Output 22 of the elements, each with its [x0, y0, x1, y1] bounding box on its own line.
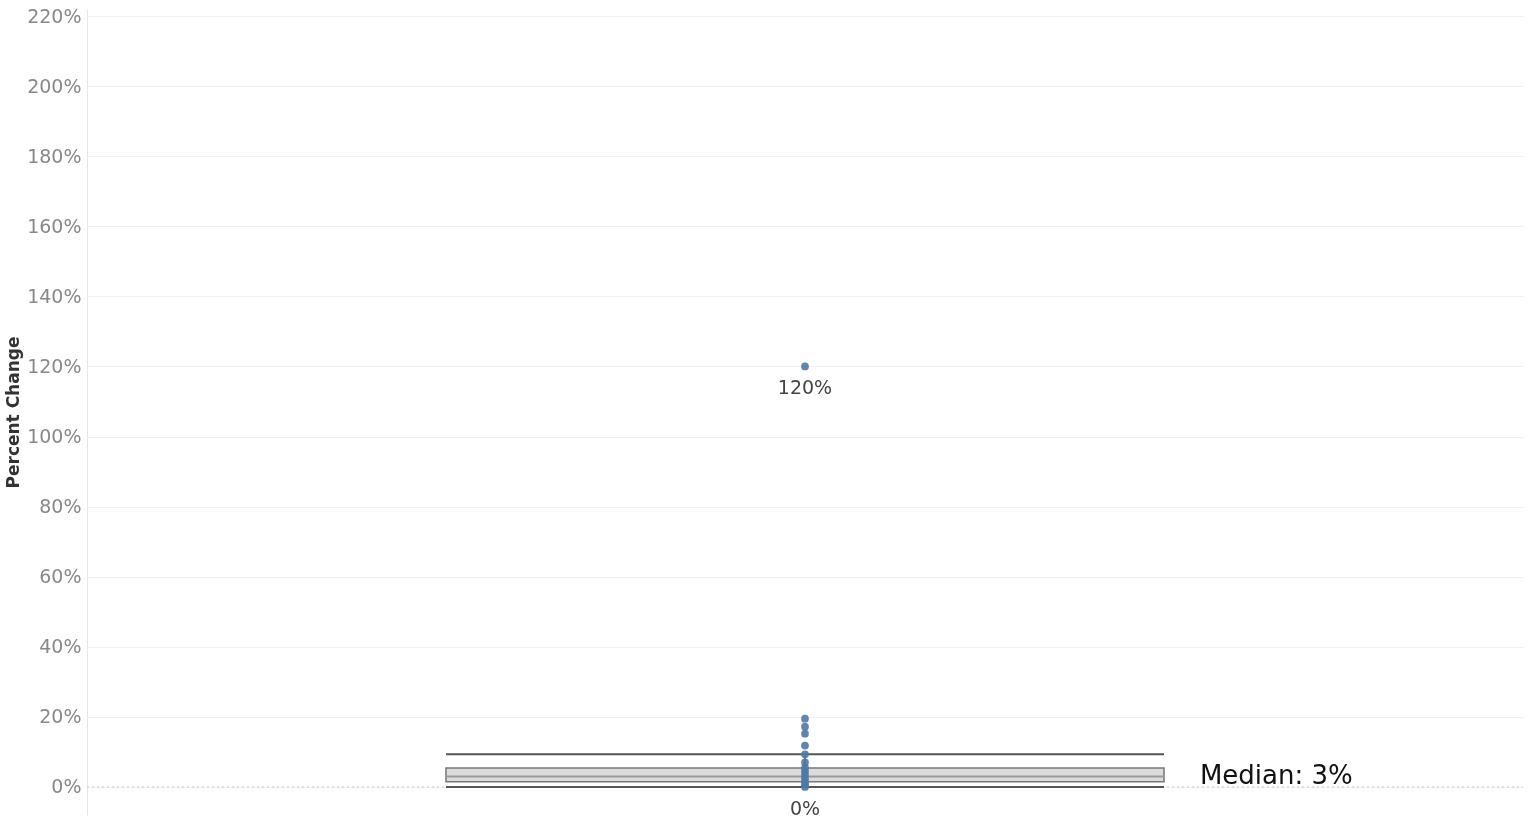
y-tick-label: 180%	[27, 144, 82, 167]
point	[801, 714, 809, 723]
point	[801, 741, 809, 750]
point	[801, 362, 809, 371]
data-label: 0%	[789, 796, 821, 819]
data-label: 120%	[777, 376, 833, 399]
annotation: Median: 3%	[1199, 760, 1353, 791]
y-tick-label: 160%	[27, 214, 82, 237]
y-tick-label: 60%	[39, 565, 82, 588]
y-tick-label: 20%	[39, 705, 82, 728]
y-tick-label: 80%	[39, 495, 82, 518]
point	[801, 722, 809, 731]
y-tick-label: 120%	[27, 354, 82, 377]
y-tick-label: 140%	[27, 284, 82, 307]
y-tick-label: 200%	[27, 74, 82, 97]
y-axis-title: Percent Change	[3, 336, 24, 489]
point	[801, 750, 809, 759]
y-tick-label: 220%	[27, 4, 82, 27]
y-tick-label: 0%	[51, 775, 82, 798]
y-tick-label: 40%	[39, 635, 82, 658]
point	[801, 729, 809, 738]
y-tick-label: 100%	[27, 425, 82, 448]
